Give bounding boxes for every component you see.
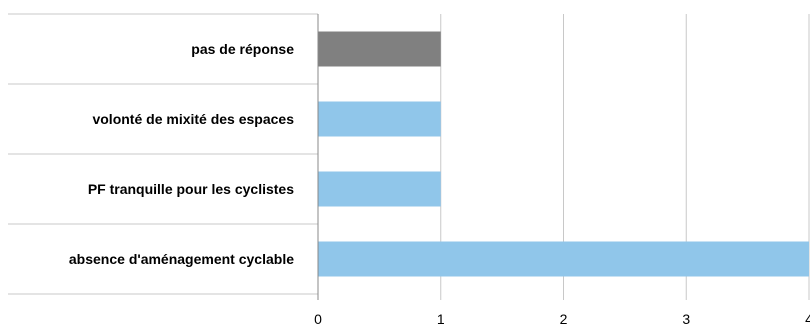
x-tick-label: 4 (805, 311, 810, 327)
bar-1 (318, 101, 441, 137)
category-separators (8, 13, 318, 295)
bars (318, 31, 809, 277)
category-label: PF tranquille pour les cyclistes (88, 181, 294, 197)
x-tick-label: 2 (560, 311, 568, 327)
x-tick-label: 3 (682, 311, 690, 327)
x-tick-label: 0 (314, 311, 322, 327)
bar-3 (318, 241, 809, 277)
bar-2 (318, 171, 441, 207)
category-label: pas de réponse (191, 41, 294, 57)
category-label: absence d'aménagement cyclable (69, 251, 294, 267)
bar-0 (318, 31, 441, 67)
x-tick-label: 1 (437, 311, 445, 327)
x-axis-tick-labels: 0 1 2 3 4 (314, 311, 810, 327)
category-labels: pas de réponse volonté de mixité des espa… (69, 41, 294, 267)
category-label: volonté de mixité des espaces (92, 111, 294, 127)
